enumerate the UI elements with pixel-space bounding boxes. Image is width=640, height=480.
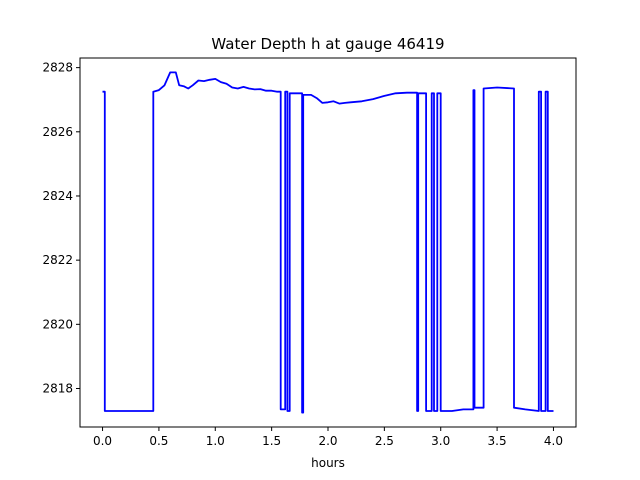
plot-frame — [79, 57, 577, 428]
x-tick-label: 3.5 — [488, 434, 507, 448]
y-tick-label: 2822 — [42, 253, 73, 267]
y-axis: 2818 2820 2822 2824 2826 2828 — [42, 61, 80, 395]
y-tick-label: 2826 — [42, 125, 73, 139]
water-depth-line — [102, 71, 554, 414]
x-tick-label: 1.5 — [262, 434, 281, 448]
x-tick-label: 2.5 — [375, 434, 394, 448]
x-axis-label: hours — [311, 456, 345, 470]
x-tick-label: 0.5 — [149, 434, 168, 448]
x-tick-label: 3.0 — [431, 434, 450, 448]
y-tick-label: 2820 — [42, 317, 73, 331]
y-tick-label: 2824 — [42, 189, 73, 203]
x-tick-label: 1.0 — [206, 434, 225, 448]
x-tick-label: 0.0 — [93, 434, 112, 448]
y-tick-label: 2828 — [42, 61, 73, 75]
chart-title: Water Depth h at gauge 46419 — [211, 35, 444, 53]
y-tick-label: 2818 — [42, 381, 73, 395]
x-axis: 0.0 0.5 1.0 1.5 2.0 2.5 3.0 3.5 4.0 — [93, 427, 563, 448]
x-tick-label: 4.0 — [544, 434, 563, 448]
x-tick-label: 2.0 — [318, 434, 337, 448]
